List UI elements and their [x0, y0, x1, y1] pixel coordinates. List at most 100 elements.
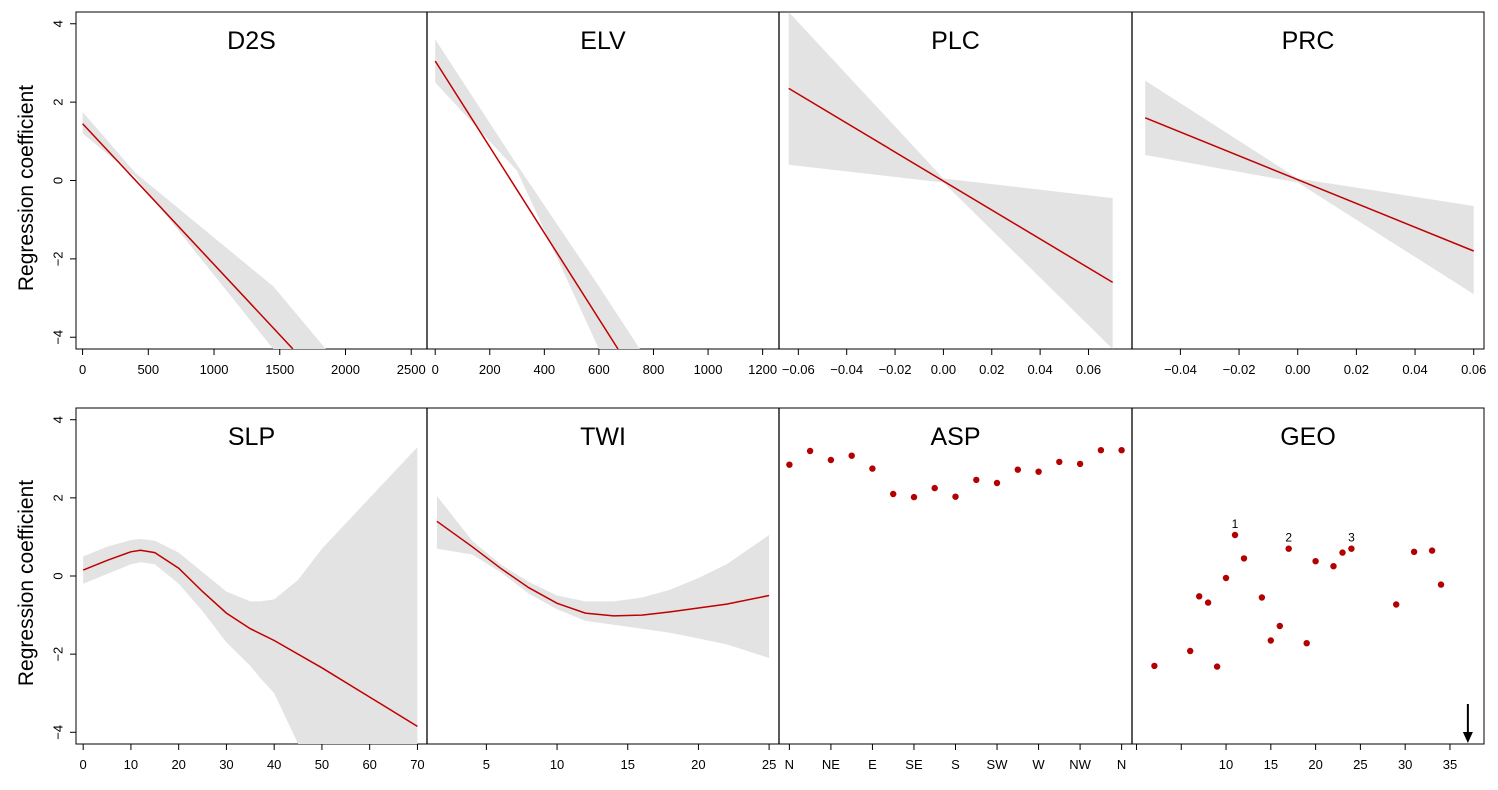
row-1-ytick-label: −2	[50, 647, 65, 662]
panel-prc-xtick-label: −0.04	[1164, 362, 1197, 377]
panel-twi-xtick-label: 20	[691, 757, 705, 772]
panel-geo-point	[1348, 545, 1355, 552]
panel-elv: ELV 0 200 400 600 800 1000 1200	[426, 12, 777, 377]
panel-slp-xtick-label: 70	[410, 757, 424, 772]
ylabel-bottom: Regression coefficient	[15, 480, 38, 686]
panel-asp-point	[1035, 468, 1042, 475]
row-0-ytick-label: 0	[50, 177, 65, 184]
panel-twi-title: TWI	[580, 423, 626, 451]
panel-twi-xtick-label: 10	[550, 757, 564, 772]
panel-geo-point	[1258, 594, 1266, 601]
panel-geo-point	[1151, 662, 1158, 670]
panel-prc-confidence-band	[1145, 80, 1474, 295]
panel-elv-xtick-label: 600	[588, 362, 610, 377]
panel-geo-point	[1240, 555, 1248, 562]
panel-asp-xtick-label: NE	[822, 757, 840, 772]
panel-geo-point	[1428, 547, 1436, 554]
panel-slp-fit-line	[82, 549, 418, 728]
row-1-ytick-label: 0	[50, 572, 65, 579]
panel-geo-xtick-label: 25	[1353, 757, 1367, 772]
panel-elv-xtick-label: 200	[479, 362, 501, 377]
row-1-ytick-label: 2	[50, 494, 65, 501]
panel-asp-point	[1076, 460, 1084, 468]
panel-twi-xtick-label: 15	[621, 757, 635, 772]
panel-asp-xtick-label: SW	[987, 757, 1009, 772]
panel-elv-xtick-label: 0	[432, 362, 439, 377]
panel-geo-point	[1196, 593, 1203, 600]
panel-slp-confidence-band	[83, 447, 418, 744]
panel-prc-xtick-label: 0.00	[1285, 362, 1310, 377]
panel-elv-xtick-label: 800	[643, 362, 665, 377]
panel-asp-xtick-label: NW	[1069, 757, 1091, 772]
panel-geo-point	[1312, 558, 1319, 565]
panel-asp-plot-area	[786, 447, 1125, 501]
panel-geo-xtick-label: 35	[1443, 757, 1457, 772]
panel-prc-xtick-label: 0.04	[1402, 362, 1427, 377]
row-0-ytick-label: −2	[50, 251, 65, 266]
panel-d2s-confidence-band	[82, 111, 326, 349]
panel-geo-arrow-head	[1462, 732, 1473, 743]
panel-twi-fit-line	[436, 520, 770, 617]
panel-geo-title: GEO	[1280, 423, 1336, 451]
panel-plc-confidence-band	[788, 12, 1113, 349]
row-0-ytick-label: −4	[50, 330, 65, 345]
panel-d2s: D2S 0 500 1000 1500 2000 2500	[79, 27, 426, 377]
panel-slp-xtick-label: 40	[267, 757, 281, 772]
panel-prc-xtick-label: −0.02	[1223, 362, 1256, 377]
panel-d2s-xtick-label: 500	[137, 362, 159, 377]
panel-asp-xtick-label: E	[868, 757, 877, 772]
panel-geo-point	[1330, 563, 1337, 570]
panel-asp-point	[952, 493, 959, 500]
panel-plc-fit-line	[788, 87, 1114, 284]
panel-slp-xtick-label: 10	[124, 757, 138, 772]
panel-twi-confidence-band	[436, 495, 770, 658]
panel-twi: TWI 5 10 15 20 25	[426, 408, 776, 772]
panel-asp-point	[1014, 466, 1021, 473]
panel-geo-point	[1393, 601, 1400, 608]
panel-geo-point-label: 2	[1285, 531, 1292, 545]
panel-asp-xtick-label: N	[1117, 757, 1126, 772]
panel-plc-xtick-label: 0.00	[931, 362, 956, 377]
panel-elv-xtick-label: 1000	[694, 362, 723, 377]
panel-geo-plot-area	[1151, 531, 1445, 670]
panel-prc-xtick-label: 0.06	[1461, 362, 1486, 377]
panel-asp-xtick-label: SE	[905, 757, 923, 772]
panel-prc: PRC −0.04 −0.02 0.00 0.02 0.04 0.06	[1131, 12, 1486, 377]
panel-geo-xtick-label: 30	[1398, 757, 1412, 772]
panel-asp-point	[993, 479, 1001, 487]
panel-asp-point	[931, 484, 938, 492]
row-0-frame	[75, 11, 1485, 350]
panel-d2s-xtick-label: 1000	[200, 362, 229, 377]
panel-d2s-plot-area	[82, 111, 326, 349]
panel-geo-point	[1303, 640, 1310, 647]
row-1-ytick-label: −4	[50, 725, 65, 740]
panel-slp-xtick-label: 50	[315, 757, 329, 772]
panel-plc-title: PLC	[931, 27, 980, 55]
panel-asp-point	[786, 461, 793, 468]
panel-geo-point	[1437, 581, 1445, 588]
panel-geo: 1 2 3 GEO 10 15 20 25 30 35	[1131, 408, 1473, 772]
panel-elv-xtick-label: 1200	[748, 362, 777, 377]
panel-geo-xtick-label: 20	[1308, 757, 1322, 772]
panel-elv-title: ELV	[580, 27, 626, 55]
panel-prc-xtick-label: 0.02	[1344, 362, 1369, 377]
panel-twi-xtick-label: 25	[762, 757, 776, 772]
panel-geo-point	[1204, 599, 1212, 606]
ylabel-top: Regression coefficient	[15, 85, 38, 291]
panel-plc-plot-area	[788, 12, 1114, 349]
panel-slp-xtick-label: 30	[219, 757, 233, 772]
panel-geo-point-label: 1	[1232, 517, 1239, 531]
panel-asp-point	[848, 452, 855, 459]
panel-elv-fit-line	[434, 60, 619, 349]
panel-twi-plot-area	[436, 495, 770, 658]
panel-d2s-xtick-label: 0	[79, 362, 86, 377]
panel-plc: PLC −0.06 −0.04 −0.02 0.00 0.02 0.04 0.06	[778, 12, 1114, 377]
panel-plc-xtick-label: −0.06	[782, 362, 815, 377]
panel-geo-xtick-label: 15	[1264, 757, 1278, 772]
panel-plc-xtick-label: 0.04	[1027, 362, 1052, 377]
panel-d2s-xtick-label: 1500	[265, 362, 294, 377]
panel-elv-confidence-band	[435, 39, 640, 349]
panel-asp-point	[1056, 458, 1063, 466]
panel-plc-xtick-label: 0.06	[1076, 362, 1101, 377]
